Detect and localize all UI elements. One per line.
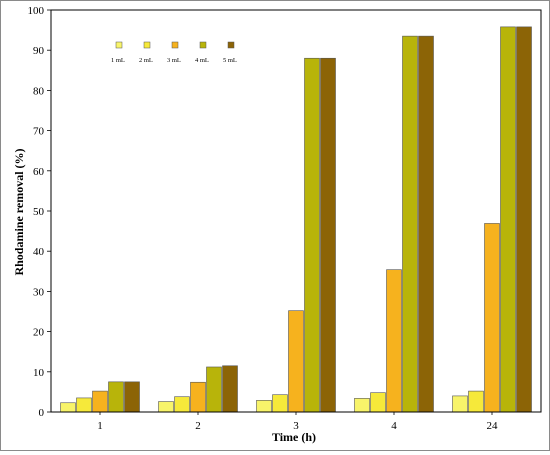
bar-4-1ml <box>354 398 370 413</box>
bar-24-2ml <box>468 390 484 413</box>
bar-3-4ml <box>304 57 320 413</box>
bar-3-1ml <box>256 400 272 413</box>
y-tick-label: 40 <box>33 246 45 258</box>
x-tick-label: 1 <box>97 420 103 432</box>
legend-label: 4 mL <box>195 57 209 64</box>
y-tick-label: 80 <box>33 85 45 97</box>
bar-4-3ml <box>386 269 402 413</box>
axes-layer: 1 2 3 4 24 0 10 20 30 40 50 60 70 80 90 100 <box>28 5 542 432</box>
bar-4-2ml <box>370 392 386 413</box>
bar-1-1ml <box>60 402 76 413</box>
y-tick-label: 0 <box>39 407 45 419</box>
x-tick-label: 24 <box>487 420 499 432</box>
x-tick-label: 3 <box>293 420 299 432</box>
bar-2-5ml <box>222 365 238 413</box>
bar-2-3ml <box>190 381 206 413</box>
bar-1-5ml <box>124 381 140 413</box>
bar-24-3ml <box>484 223 500 413</box>
bar-1-3ml <box>92 390 108 413</box>
y-tick-label: 30 <box>33 286 45 298</box>
bar-4-4ml <box>402 35 418 413</box>
bar-1-4ml <box>108 381 124 413</box>
legend-label: 3 mL <box>167 57 181 64</box>
bar-24-4ml <box>500 26 516 413</box>
x-axis-title: Time (h) <box>272 430 316 444</box>
y-tick-label: 50 <box>33 206 45 218</box>
legend-label: 1 mL <box>111 57 125 64</box>
legend-swatch <box>115 41 123 49</box>
legend-swatch <box>199 41 207 49</box>
legend-swatch <box>171 41 179 49</box>
legend-label: 5 mL <box>223 57 237 64</box>
y-tick-label: 60 <box>33 166 45 178</box>
legend-swatch <box>227 41 235 49</box>
bar-3-5ml <box>320 57 336 413</box>
legend: 1 mL 2 mL 3 mL 4 mL 5 mL <box>111 41 237 64</box>
bar-2-1ml <box>158 401 174 413</box>
y-tick-label: 10 <box>33 367 45 379</box>
bar-24-5ml <box>516 26 532 413</box>
legend-label: 2 mL <box>139 57 153 64</box>
bars-layer <box>60 26 532 413</box>
y-tick-label: 90 <box>33 45 45 57</box>
legend-swatch <box>143 41 151 49</box>
y-tick-label: 100 <box>28 5 45 17</box>
y-axis-title: Rhodamine removal (%) <box>12 148 26 275</box>
y-tick-label: 20 <box>33 327 45 339</box>
bar-2-4ml <box>206 366 222 413</box>
bar-4-5ml <box>418 35 434 413</box>
bar-2-2ml <box>174 396 190 413</box>
bar-1-2ml <box>76 397 92 413</box>
bar-3-3ml <box>288 310 304 413</box>
bar-3-2ml <box>272 394 288 413</box>
x-tick-label: 2 <box>195 420 201 432</box>
bar-24-1ml <box>452 395 468 413</box>
x-tick-label: 4 <box>391 420 397 432</box>
plot-area-border <box>50 9 542 413</box>
y-tick-label: 70 <box>33 126 45 138</box>
